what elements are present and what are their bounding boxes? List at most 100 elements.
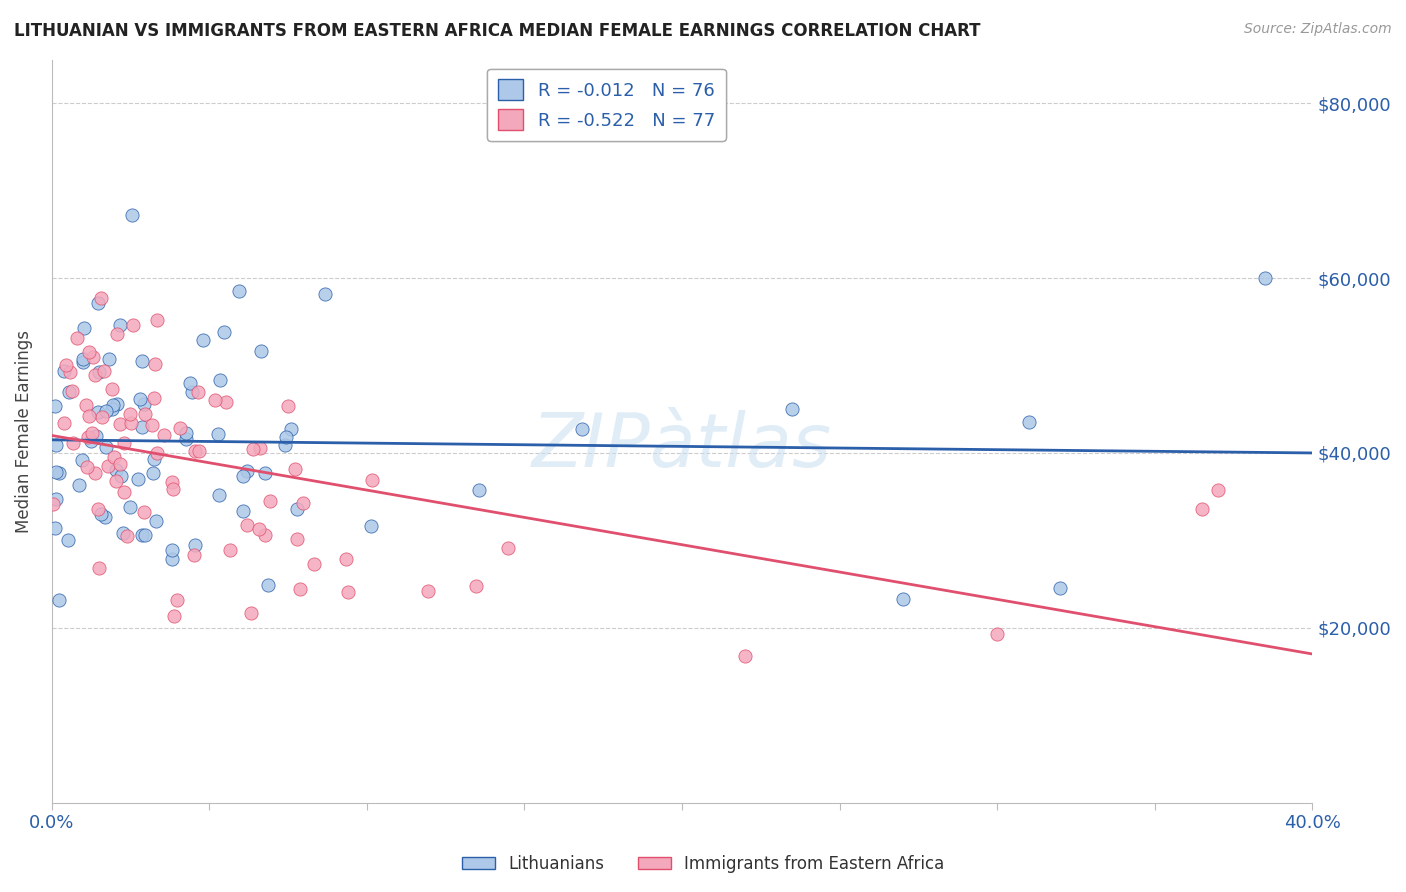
Point — [360, 519, 382, 533]
Point — [337, 585, 360, 599]
Point — [60, 384, 83, 398]
Point — [58, 384, 80, 399]
Point — [96, 441, 118, 455]
Point — [143, 392, 166, 406]
Point — [284, 462, 307, 476]
Point — [240, 606, 263, 620]
Point — [259, 494, 281, 508]
Point — [134, 407, 156, 421]
Point — [176, 425, 198, 440]
Point — [84, 466, 107, 480]
Point — [97, 351, 120, 366]
Point — [122, 318, 145, 333]
Point — [1254, 271, 1277, 285]
Point — [121, 208, 143, 222]
Point — [183, 549, 205, 563]
Point — [212, 325, 235, 339]
Point — [45, 492, 67, 507]
Point — [1191, 501, 1213, 516]
Point — [120, 417, 142, 431]
Point — [76, 459, 98, 474]
Point — [302, 557, 325, 571]
Point — [80, 434, 103, 449]
Point — [72, 351, 94, 366]
Point — [235, 518, 257, 533]
Point — [82, 350, 104, 364]
Point — [146, 446, 169, 460]
Point — [44, 521, 66, 535]
Point — [97, 458, 120, 473]
Point — [274, 430, 297, 444]
Point — [93, 364, 115, 378]
Point — [93, 510, 115, 524]
Point — [218, 543, 240, 558]
Point — [90, 291, 112, 305]
Point — [287, 532, 309, 546]
Point — [131, 528, 153, 542]
Point — [87, 365, 110, 379]
Point — [129, 392, 152, 406]
Point — [118, 408, 141, 422]
Point — [891, 592, 914, 607]
Point — [66, 331, 89, 345]
Point — [277, 399, 299, 413]
Point — [87, 296, 110, 310]
Point — [193, 334, 215, 348]
Point — [285, 501, 308, 516]
Point — [162, 482, 184, 496]
Point — [335, 552, 357, 566]
Text: ZIPàtlas: ZIPàtlas — [531, 410, 832, 482]
Point — [77, 430, 100, 444]
Point — [48, 592, 70, 607]
Point — [291, 496, 314, 510]
Point — [166, 593, 188, 607]
Point — [52, 364, 75, 378]
Legend: R = -0.012   N = 76, R = -0.522   N = 77: R = -0.012 N = 76, R = -0.522 N = 77 — [486, 69, 725, 141]
Point — [87, 501, 110, 516]
Point — [496, 541, 519, 555]
Point — [115, 528, 138, 542]
Point — [84, 428, 107, 442]
Point — [101, 382, 124, 396]
Point — [52, 416, 75, 430]
Point — [208, 488, 231, 502]
Point — [107, 396, 129, 410]
Point — [232, 503, 254, 517]
Point — [145, 514, 167, 528]
Point — [77, 409, 100, 423]
Point — [188, 444, 211, 458]
Point — [101, 401, 124, 416]
Point — [467, 483, 489, 497]
Point — [80, 425, 103, 440]
Point — [90, 409, 112, 424]
Point — [112, 485, 135, 500]
Point — [127, 472, 149, 486]
Point — [103, 399, 125, 413]
Point — [108, 417, 131, 431]
Point — [70, 452, 93, 467]
Point — [163, 609, 186, 624]
Point — [179, 376, 201, 391]
Point — [134, 528, 156, 542]
Point — [288, 582, 311, 596]
Point — [45, 466, 67, 480]
Point — [782, 401, 804, 416]
Point — [72, 355, 94, 369]
Point — [465, 579, 488, 593]
Point — [67, 478, 90, 492]
Point — [141, 417, 163, 432]
Y-axis label: Median Female Earnings: Median Female Earnings — [15, 330, 32, 533]
Point — [253, 466, 276, 480]
Point — [103, 450, 125, 465]
Point — [280, 422, 302, 436]
Point — [44, 399, 66, 413]
Point — [75, 398, 97, 412]
Point — [174, 432, 197, 446]
Point — [110, 469, 132, 483]
Point — [274, 438, 297, 452]
Point — [142, 466, 165, 480]
Point — [228, 284, 250, 298]
Point — [105, 463, 128, 477]
Point — [160, 552, 183, 566]
Point — [59, 365, 82, 379]
